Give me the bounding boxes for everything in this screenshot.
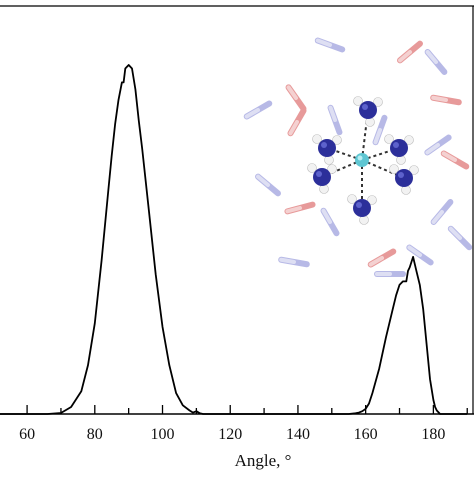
series-line (0, 64, 468, 415)
atom-highlight (362, 104, 368, 110)
atom-highlight (356, 202, 362, 208)
metal-ion (355, 153, 369, 167)
hydrogen-atom (389, 164, 399, 174)
hydrogen-atom (367, 195, 377, 205)
x-tick-label: 140 (286, 426, 310, 443)
atom-highlight (393, 142, 399, 148)
nitrogen-atom (390, 139, 408, 157)
solvent-molecule-h (407, 245, 422, 257)
atom-highlight (398, 172, 404, 178)
x-tick-label: 120 (218, 426, 242, 443)
nitrogen-atom (395, 169, 413, 187)
solvent-molecule-h (286, 85, 298, 100)
solvent-molecule-h (431, 210, 444, 224)
hydrogen-atom (409, 165, 419, 175)
hydrogen-atom (373, 97, 383, 107)
hydrogen-atom (327, 164, 337, 174)
solvent-molecule-h (398, 50, 412, 63)
solvent-molecule-h (448, 226, 462, 240)
solvent-molecule-h (425, 50, 438, 64)
nitrogen-atom (353, 199, 371, 217)
atom-highlight (357, 155, 363, 161)
solvent-molecule-h (244, 108, 260, 119)
hydrogen-atom (404, 135, 414, 145)
solvent-molecule-h (425, 143, 440, 155)
x-tick-label: 160 (354, 426, 378, 443)
molecule-inset (243, 37, 473, 277)
hydrogen-atom (347, 194, 357, 204)
x-tick-label: 100 (151, 426, 175, 443)
nitrogen-atom (318, 139, 336, 157)
x-tick-label: 60 (19, 426, 35, 443)
x-tick-label: 80 (87, 426, 103, 443)
hydrogen-atom (332, 135, 342, 145)
axes-layer (0, 5, 474, 415)
x-tick-label: 180 (421, 426, 445, 443)
solvent-molecule-h (431, 95, 448, 102)
solvent-molecule-h (321, 208, 332, 224)
solvent-molecule-h (328, 105, 337, 122)
coordination-bond (361, 109, 369, 161)
x-ticks (26, 405, 468, 414)
solvent-molecule-h (373, 128, 382, 145)
atom-highlight (321, 142, 327, 148)
hydrogen-atom (307, 163, 317, 173)
solvent-molecule-h (315, 38, 332, 47)
nitrogen-atom (313, 168, 331, 186)
solvent-molecule-h (368, 256, 384, 267)
x-axis-title: Angle, ° (235, 451, 292, 470)
solvent-molecule-h (279, 257, 296, 264)
hydrogen-atom (353, 96, 363, 106)
atom-highlight (316, 171, 322, 177)
hydrogen-atom (312, 134, 322, 144)
x-tick-labels: 60 80 100 120 140 160 180 (19, 426, 445, 443)
hydrogen-atom (384, 134, 394, 144)
nitrogen-atom (359, 101, 377, 119)
solvent-molecule-h (285, 206, 302, 214)
solvent-molecule-h (441, 151, 457, 162)
solvent-molecule-h (288, 120, 299, 136)
solvent-molecule-h (256, 174, 270, 187)
